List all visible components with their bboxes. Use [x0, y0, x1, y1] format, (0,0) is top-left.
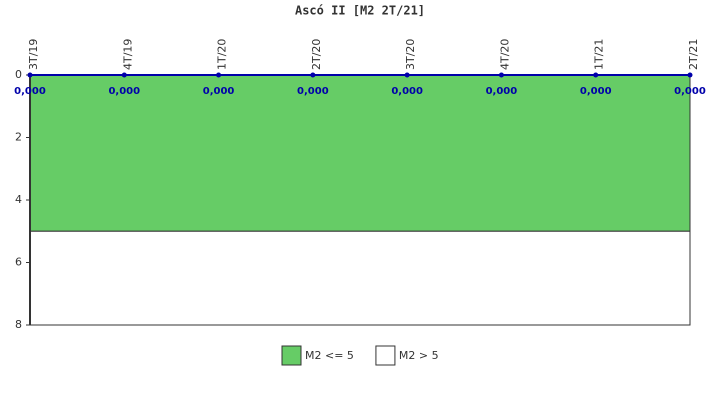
y-tick-label: 2: [15, 131, 22, 144]
point: [310, 72, 316, 78]
y-tick-label: 6: [15, 256, 22, 269]
legend-label: M2 > 5: [399, 349, 439, 362]
point: [27, 72, 33, 78]
x-tick-label: 3T/19: [27, 39, 40, 70]
value-label: 0,000: [297, 86, 329, 97]
point: [687, 72, 693, 78]
band: [29, 74, 691, 232]
value-label: 0,000: [580, 86, 612, 97]
point: [593, 72, 599, 78]
legend-swatch: [375, 345, 396, 366]
legend-label: M2 <= 5: [305, 349, 354, 362]
point: [404, 72, 410, 78]
y-tick-label: 4: [15, 193, 22, 206]
chart-title: Ascó II [M2 2T/21]: [295, 4, 425, 18]
value-label: 0,000: [674, 86, 706, 97]
point: [498, 72, 504, 78]
x-tick-label: 1T/21: [593, 39, 606, 70]
point: [121, 72, 127, 78]
x-tick-label: 4T/20: [498, 39, 511, 70]
point: [216, 72, 222, 78]
value-label: 0,000: [14, 86, 46, 97]
band: [29, 230, 691, 326]
value-label: 0,000: [203, 86, 235, 97]
x-tick-label: 2T/21: [687, 39, 700, 70]
legend-swatch: [281, 345, 302, 366]
x-tick-label: 2T/20: [310, 39, 323, 70]
value-label: 0,000: [108, 86, 140, 97]
x-tick-label: 3T/20: [404, 39, 417, 70]
x-tick-label: 4T/19: [121, 39, 134, 70]
value-label: 0,000: [391, 86, 423, 97]
y-tick-label: 8: [15, 318, 22, 331]
value-label: 0,000: [486, 86, 518, 97]
y-tick-label: 0: [15, 68, 22, 81]
x-tick-label: 1T/20: [216, 39, 229, 70]
